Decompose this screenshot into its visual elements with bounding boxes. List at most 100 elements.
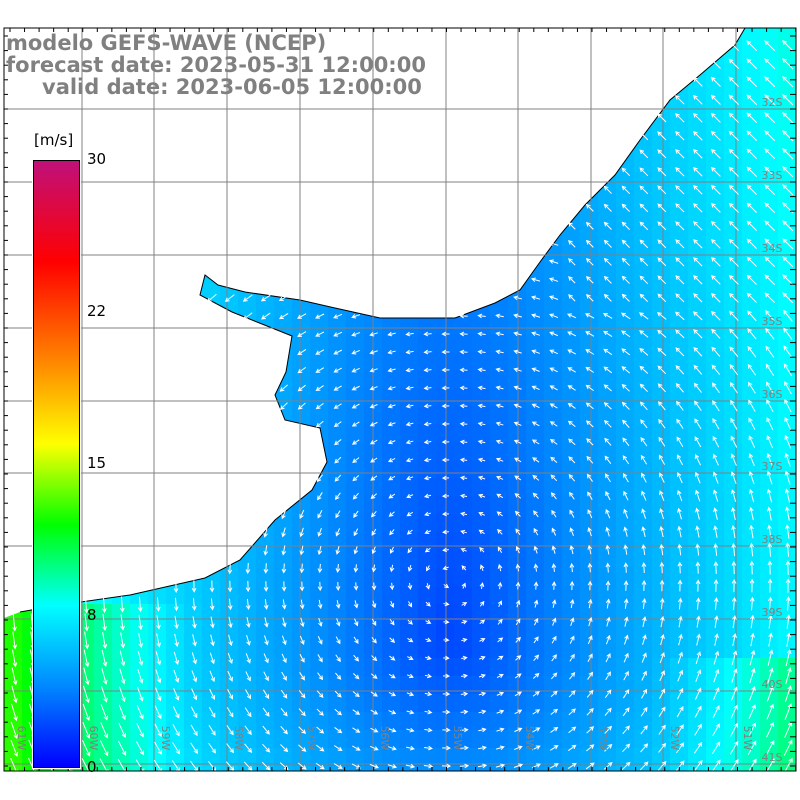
speed-cell	[688, 514, 707, 533]
wind-arrow	[119, 668, 126, 685]
speed-cell	[454, 388, 473, 407]
wind-arrow	[711, 293, 721, 303]
wind-arrow	[334, 456, 342, 464]
wind-arrow	[172, 724, 180, 737]
speed-cell	[634, 460, 653, 479]
wind-arrow	[316, 690, 324, 698]
wind-arrow	[478, 529, 485, 535]
wind-arrow	[784, 703, 793, 720]
wind-arrow	[750, 632, 755, 647]
wind-arrow	[388, 710, 397, 715]
wind-arrow	[568, 240, 576, 248]
speed-cell	[382, 388, 401, 407]
speed-cell	[202, 694, 221, 713]
speed-cell	[490, 712, 509, 731]
speed-cell	[382, 550, 401, 569]
wind-arrow	[442, 727, 451, 733]
wind-arrow	[551, 581, 557, 590]
speed-cell	[670, 334, 689, 353]
wind-arrow	[245, 671, 251, 682]
speed-cell	[760, 28, 779, 47]
wind-arrow	[748, 435, 756, 449]
wind-arrow	[443, 673, 450, 679]
speed-cell	[382, 514, 401, 533]
speed-cell	[220, 568, 239, 587]
speed-cell	[760, 280, 779, 299]
speed-cell	[634, 406, 653, 425]
wind-arrow	[387, 349, 396, 355]
wind-arrow	[639, 203, 649, 213]
wind-arrow	[101, 595, 107, 614]
wind-arrow	[693, 741, 703, 754]
wind-arrow	[190, 724, 198, 737]
speed-cell	[454, 514, 473, 533]
speed-cell	[328, 586, 347, 605]
wind-arrow	[606, 616, 611, 627]
speed-cell	[544, 568, 563, 587]
wind-arrow	[694, 400, 702, 411]
wind-arrow	[712, 471, 719, 484]
speed-cell	[652, 262, 671, 281]
wind-arrow	[746, 184, 757, 195]
speed-cell	[580, 262, 599, 281]
speed-cell	[436, 496, 455, 515]
wind-arrow	[693, 185, 703, 195]
speed-cell	[202, 604, 221, 623]
speed-cell	[490, 640, 509, 659]
speed-cell	[778, 46, 797, 65]
speed-cell	[490, 568, 509, 587]
speed-cell	[382, 658, 401, 677]
speed-cell	[292, 334, 311, 353]
wind-arrow	[749, 578, 755, 593]
speed-cell	[310, 676, 329, 695]
speed-cell	[706, 82, 725, 101]
wind-arrow	[281, 581, 287, 592]
wind-arrow	[568, 222, 576, 230]
wind-arrow	[695, 543, 701, 556]
speed-cell	[292, 568, 311, 587]
wind-arrow	[423, 421, 432, 427]
speed-cell	[760, 676, 779, 695]
wind-arrow	[675, 149, 685, 159]
wind-arrow	[334, 727, 343, 734]
speed-cell	[202, 748, 221, 767]
speed-cell	[526, 280, 545, 299]
speed-cell	[742, 136, 761, 155]
wind-arrow	[603, 293, 612, 302]
wind-arrow	[711, 364, 721, 376]
speed-cell	[634, 586, 653, 605]
wind-arrow	[441, 385, 450, 391]
speed-cell	[652, 352, 671, 371]
speed-cell	[202, 658, 221, 677]
speed-cell	[670, 622, 689, 641]
wind-arrow	[495, 421, 504, 427]
wind-arrow	[567, 349, 577, 355]
wind-arrow	[785, 596, 791, 611]
wind-arrow	[335, 510, 341, 519]
speed-cell	[580, 442, 599, 461]
speed-cell	[742, 766, 761, 771]
speed-cell	[724, 478, 743, 497]
wind-arrow	[675, 760, 685, 772]
speed-cell	[688, 622, 707, 641]
speed-cell	[562, 244, 581, 263]
speed-cell	[454, 532, 473, 551]
speed-cell	[310, 406, 329, 425]
lat-label: 35S	[762, 315, 783, 328]
speed-cell	[490, 694, 509, 713]
speed-cell	[526, 460, 545, 479]
wind-arrow	[478, 727, 487, 733]
speed-cell	[580, 658, 599, 677]
wind-arrow	[782, 292, 794, 304]
wind-arrow	[567, 385, 576, 391]
wind-arrow	[675, 275, 685, 285]
speed-cell	[742, 226, 761, 245]
speed-cell	[724, 190, 743, 209]
lon-label: 54W	[523, 726, 536, 751]
speed-cell	[472, 460, 491, 479]
speed-cell	[76, 658, 95, 677]
speed-cell	[454, 658, 473, 677]
speed-cell	[472, 658, 491, 677]
speed-cell	[346, 442, 365, 461]
wind-arrow	[424, 493, 432, 499]
